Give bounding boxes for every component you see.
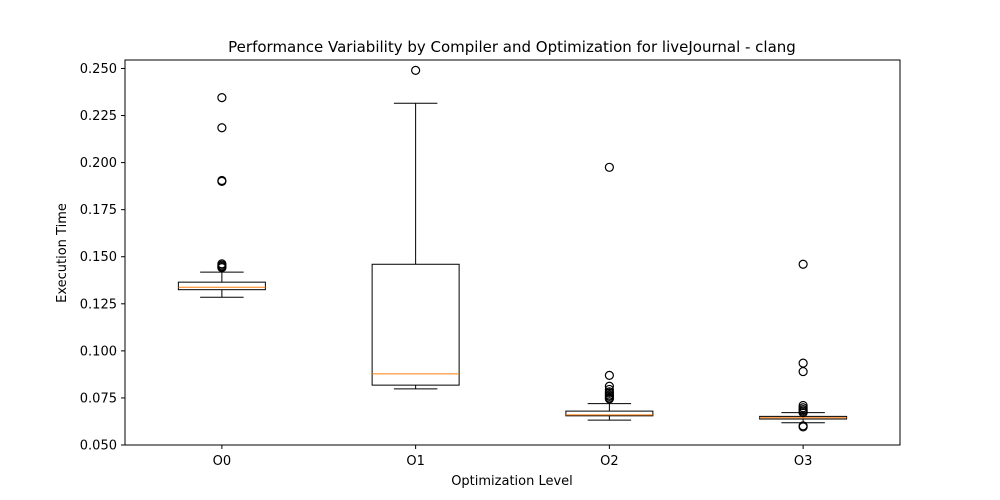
- x-axis-label: Optimization Level: [451, 474, 573, 489]
- outlier-point: [798, 358, 808, 368]
- box-O1: [371, 65, 460, 390]
- y-tick-label-1: 0.075: [80, 391, 117, 406]
- iqr-box: [177, 281, 266, 291]
- y-tick-label-4: 0.150: [80, 250, 117, 265]
- outlier-point: [217, 93, 227, 103]
- y-tick-label-3: 0.125: [80, 297, 117, 312]
- outlier-point: [411, 65, 421, 75]
- x-tick-label-1: O1: [406, 454, 425, 469]
- y-tick-label-8: 0.250: [80, 62, 117, 77]
- box-O2: [565, 162, 654, 421]
- outlier-point: [798, 422, 808, 432]
- x-tick-label-0: O0: [213, 454, 232, 469]
- chart-title: Performance Variability by Compiler and …: [228, 38, 796, 56]
- outlier-point: [798, 259, 808, 269]
- y-tick-label-6: 0.200: [80, 156, 117, 171]
- x-axis: O0 O1 O2 O3: [213, 445, 813, 469]
- iqr-box: [565, 410, 654, 417]
- outlier-point: [798, 366, 808, 377]
- outlier-point: [217, 263, 227, 273]
- iqr-box: [371, 263, 460, 386]
- outlier-point: [604, 370, 614, 380]
- y-tick-label-7: 0.225: [80, 109, 117, 124]
- y-tick-label-2: 0.100: [80, 344, 117, 359]
- plot-area: [177, 65, 848, 432]
- outlier-point: [217, 123, 227, 133]
- box-O0: [177, 93, 266, 298]
- outlier-point: [217, 176, 227, 187]
- x-tick-label-2: O2: [600, 454, 619, 469]
- box-O3: [759, 259, 848, 432]
- outlier-point: [604, 381, 614, 391]
- y-axis: 0.050 0.075 0.100 0.125 0.150 0.175 0.200 0.225…: [80, 62, 125, 454]
- outlier-point: [604, 394, 614, 404]
- plot-frame: [124, 59, 901, 446]
- y-tick-label-5: 0.175: [80, 203, 117, 218]
- outlier-point: [798, 408, 808, 418]
- y-axis-label: Execution Time: [55, 203, 70, 303]
- x-tick-label-3: O3: [794, 454, 813, 469]
- outlier-point: [604, 162, 614, 172]
- y-tick-label-0: 0.050: [80, 439, 117, 454]
